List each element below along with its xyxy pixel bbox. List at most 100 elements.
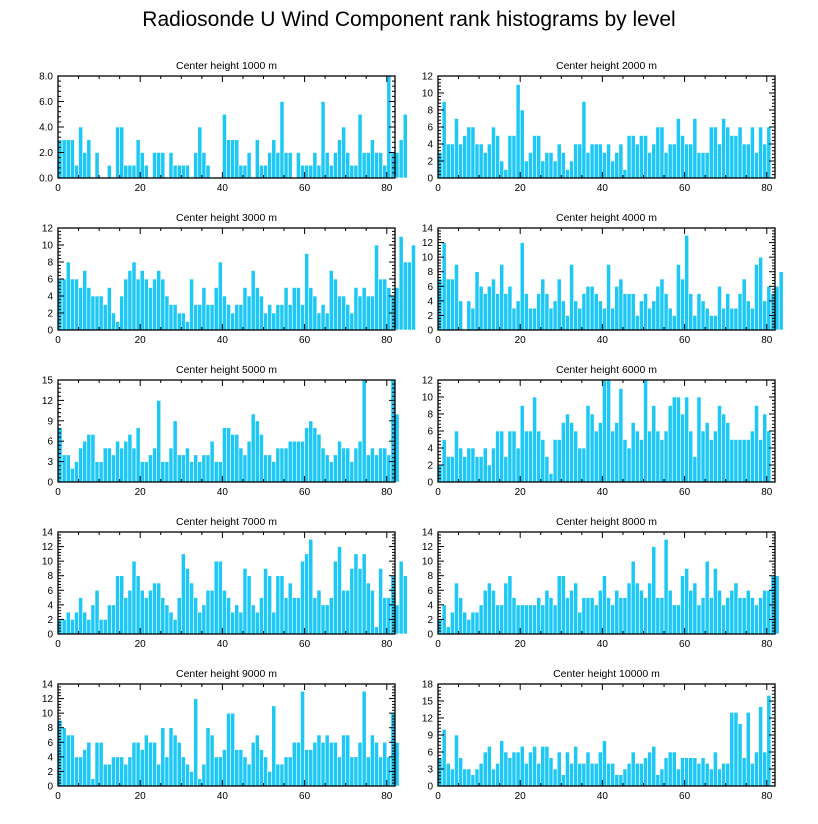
x-tick-label: 0	[435, 791, 441, 802]
x-tick-label: 40	[217, 335, 229, 346]
histogram-bar	[688, 757, 694, 787]
histogram-bar	[458, 757, 463, 787]
histogram-bar	[729, 712, 735, 787]
y-tick-label: 8	[47, 723, 53, 734]
histogram-bar	[482, 751, 488, 787]
histogram-bar	[655, 774, 661, 787]
histogram-bar	[540, 746, 546, 787]
y-tick-label: 12	[422, 714, 434, 725]
histogram-bar	[573, 746, 579, 787]
histogram-bar	[639, 763, 644, 787]
y-tick-label: 6	[427, 586, 433, 597]
y-tick-label: 8	[47, 258, 53, 269]
histogram-bar	[659, 768, 665, 787]
panel-title: Center height 3000 m	[176, 212, 277, 224]
histogram-bar	[524, 763, 529, 787]
histogram-bar	[647, 751, 653, 787]
x-tick-label: 20	[515, 335, 527, 346]
y-tick-label: 12	[422, 542, 434, 553]
histogram-bar	[733, 712, 739, 787]
y-tick-label: 10	[42, 557, 54, 568]
histogram-bar	[758, 706, 763, 787]
histogram-bar	[692, 757, 698, 787]
histogram-bar	[585, 751, 591, 787]
y-tick-label: 4	[427, 444, 433, 455]
y-tick-label: 10	[422, 393, 434, 404]
y-tick-label: 0	[47, 478, 53, 489]
histogram-bar	[503, 751, 509, 787]
y-tick-label: 15	[42, 376, 54, 387]
x-tick-label: 0	[55, 335, 61, 346]
x-tick-label: 60	[299, 183, 311, 194]
y-tick-label: 12	[422, 376, 434, 387]
plot-frame	[57, 683, 396, 787]
y-tick-label: 2	[47, 767, 53, 778]
histogram-bar	[402, 113, 408, 179]
x-tick-label: 0	[435, 335, 441, 346]
histogram-bar	[700, 757, 706, 787]
x-tick-label: 60	[679, 335, 691, 346]
histogram-bar	[676, 768, 681, 787]
y-tick-label: 2	[427, 615, 433, 626]
histogram-bar	[704, 763, 710, 787]
y-tick-label: 4	[47, 600, 53, 611]
x-tick-label: 0	[55, 791, 61, 802]
histogram-bar	[499, 740, 505, 787]
histogram-bar	[487, 746, 492, 787]
y-tick-label: 10	[42, 709, 54, 720]
histogram-bar	[745, 712, 751, 787]
y-tick-label: 2.0	[39, 148, 53, 159]
y-tick-label: 4	[427, 296, 433, 307]
histogram-bar	[671, 751, 677, 787]
plot-frame	[57, 531, 396, 635]
y-tick-label: 4	[427, 600, 433, 611]
y-tick-label: 0	[427, 782, 433, 793]
y-tick-label: 0.0	[39, 174, 53, 185]
y-tick-label: 10	[422, 253, 434, 264]
histogram-bar	[618, 774, 624, 787]
plot-frame	[57, 379, 396, 483]
histogram-bar	[643, 757, 648, 787]
histogram-bar	[589, 763, 595, 787]
x-tick-label: 0	[435, 487, 441, 498]
histogram-bar	[441, 729, 447, 787]
histogram-bar	[593, 763, 599, 787]
y-tick-label: 4	[47, 292, 53, 303]
histogram-bar	[597, 751, 603, 787]
histogram-bar	[606, 763, 611, 787]
histogram-bar	[411, 244, 416, 331]
y-tick-label: 14	[42, 680, 54, 691]
histogram-bar	[737, 723, 743, 787]
x-tick-label: 40	[217, 639, 229, 650]
y-tick-label: 0	[47, 630, 53, 641]
panel-title: Center height 2000 m	[556, 60, 657, 72]
y-tick-label: 8	[427, 106, 433, 117]
histogram-bar	[626, 763, 632, 787]
histogram-bar	[519, 746, 525, 787]
histogram-bar	[614, 774, 620, 787]
histogram-bar	[544, 746, 550, 787]
histogram-bar	[651, 746, 657, 787]
histogram-bar	[754, 751, 759, 787]
histogram-bar	[634, 763, 640, 787]
y-tick-label: 0	[427, 174, 433, 185]
y-tick-label: 15	[422, 697, 434, 708]
y-tick-label: 6	[47, 586, 53, 597]
y-tick-label: 2	[427, 461, 433, 472]
histogram-bar	[630, 751, 636, 787]
y-tick-label: 14	[42, 528, 54, 539]
x-tick-label: 40	[597, 487, 609, 498]
histogram-bar	[667, 751, 673, 787]
histogram-bar	[515, 751, 521, 787]
histogram-bar	[750, 763, 755, 787]
histogram-bar	[581, 763, 587, 787]
histogram-bar	[741, 757, 747, 787]
y-tick-label: 0	[427, 630, 433, 641]
y-tick-label: 6	[47, 275, 53, 286]
x-tick-label: 80	[381, 639, 393, 650]
